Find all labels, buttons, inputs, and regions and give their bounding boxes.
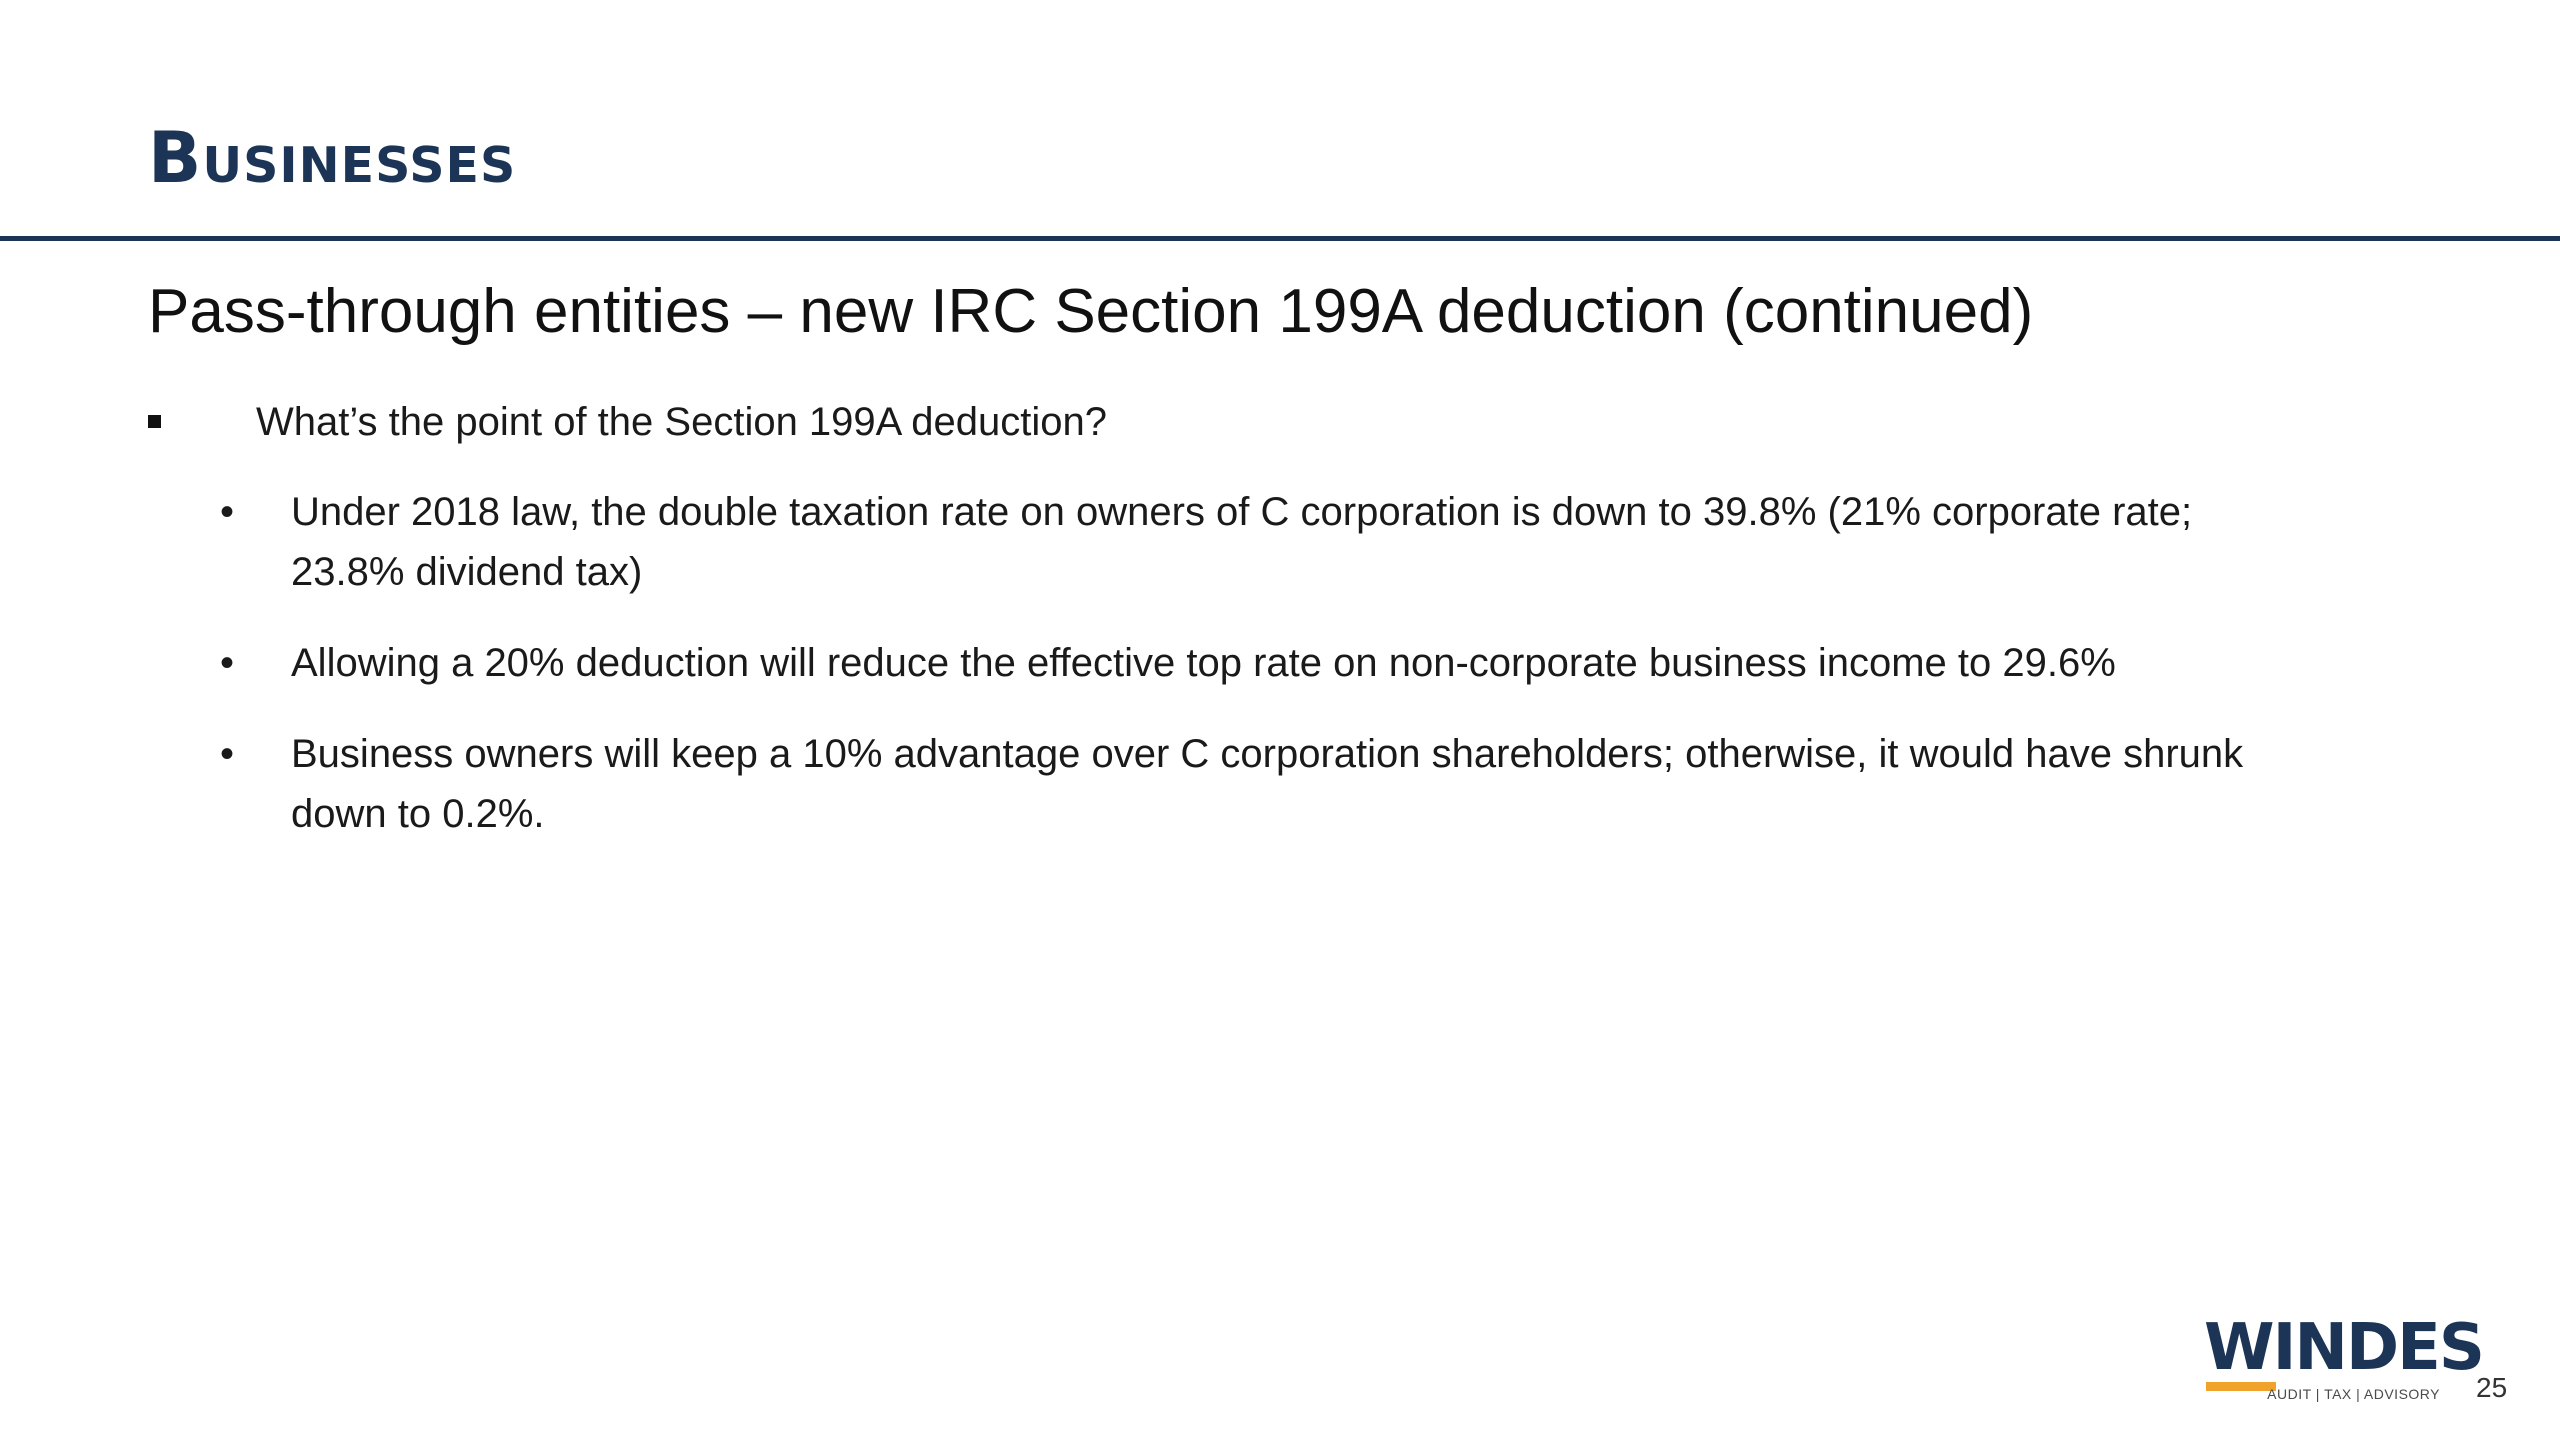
bullet-text: What’s the point of the Section 199A ded… bbox=[256, 400, 1107, 444]
sub-bullet-item: • Under 2018 law, the double taxation ra… bbox=[148, 482, 2288, 602]
windes-logo: WINDES AUDIT | TAX | ADVISORY bbox=[2204, 1312, 2485, 1404]
bullet-item: What’s the point of the Section 199A ded… bbox=[148, 392, 2288, 452]
sub-bullet-text: Business owners will keep a 10% advantag… bbox=[291, 732, 2244, 836]
sub-bullet-item: • Business owners will keep a 10% advant… bbox=[148, 724, 2288, 844]
logo-accent-bar bbox=[2206, 1382, 2276, 1391]
sub-bullet-text: Allowing a 20% deduction will reduce the… bbox=[291, 641, 2116, 685]
slide-subtitle: Pass-through entities – new IRC Section … bbox=[148, 277, 2034, 346]
logo-wordmark: WINDES bbox=[2204, 1311, 2485, 1385]
dot-bullet-icon: • bbox=[220, 732, 235, 776]
dot-bullet-icon: • bbox=[220, 490, 235, 534]
title-divider bbox=[0, 236, 2560, 241]
logo-tagline: AUDIT | TAX | ADVISORY bbox=[2267, 1386, 2440, 1402]
dot-bullet-icon: • bbox=[220, 641, 235, 685]
square-bullet-icon bbox=[148, 415, 161, 428]
page-number: 25 bbox=[2476, 1372, 2508, 1403]
sub-bullet-item: • Allowing a 20% deduction will reduce t… bbox=[148, 633, 2288, 693]
bullet-list: What’s the point of the Section 199A ded… bbox=[148, 392, 2288, 875]
slide-title: Businesses bbox=[148, 117, 517, 199]
sub-bullet-text: Under 2018 law, the double taxation rate… bbox=[291, 490, 2193, 594]
